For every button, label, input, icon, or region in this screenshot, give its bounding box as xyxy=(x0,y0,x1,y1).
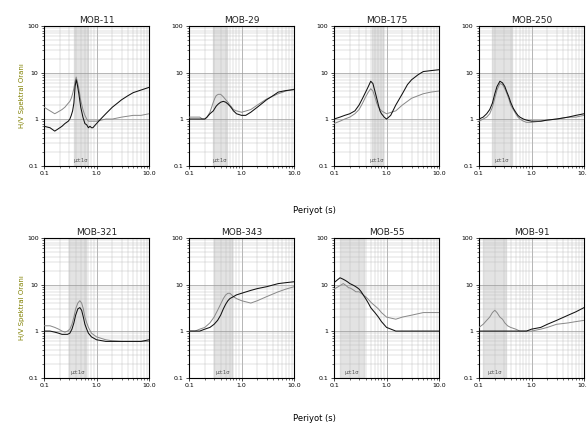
Text: Periyot (s): Periyot (s) xyxy=(292,206,336,215)
Title: MOB-29: MOB-29 xyxy=(224,16,259,25)
Y-axis label: H/V Spektral Oranı: H/V Spektral Oranı xyxy=(19,276,25,340)
Text: μ±1σ: μ±1σ xyxy=(495,158,510,163)
Title: MOB-91: MOB-91 xyxy=(514,228,549,237)
Y-axis label: H/V Spektral Oranı: H/V Spektral Oranı xyxy=(19,63,25,128)
Bar xyxy=(372,26,383,165)
Text: Periyot (s): Periyot (s) xyxy=(292,414,336,423)
Text: μ±1σ: μ±1σ xyxy=(370,158,384,163)
Text: μ±1σ: μ±1σ xyxy=(74,158,89,163)
Bar xyxy=(69,238,86,378)
Text: μ±1σ: μ±1σ xyxy=(487,370,502,375)
Title: MOB-343: MOB-343 xyxy=(221,228,262,237)
Bar xyxy=(214,238,232,378)
Bar xyxy=(75,26,88,165)
Text: μ±1σ: μ±1σ xyxy=(212,158,227,163)
Title: MOB-11: MOB-11 xyxy=(79,16,114,25)
Bar xyxy=(492,26,512,165)
Text: μ±1σ: μ±1σ xyxy=(215,370,230,375)
Bar xyxy=(483,238,505,378)
Title: MOB-175: MOB-175 xyxy=(366,16,407,25)
Bar xyxy=(212,26,227,165)
Title: MOB-55: MOB-55 xyxy=(369,228,404,237)
Title: MOB-321: MOB-321 xyxy=(76,228,117,237)
Text: μ±1σ: μ±1σ xyxy=(70,370,85,375)
Title: MOB-250: MOB-250 xyxy=(511,16,552,25)
Bar xyxy=(340,238,365,378)
Text: μ±1σ: μ±1σ xyxy=(345,370,359,375)
